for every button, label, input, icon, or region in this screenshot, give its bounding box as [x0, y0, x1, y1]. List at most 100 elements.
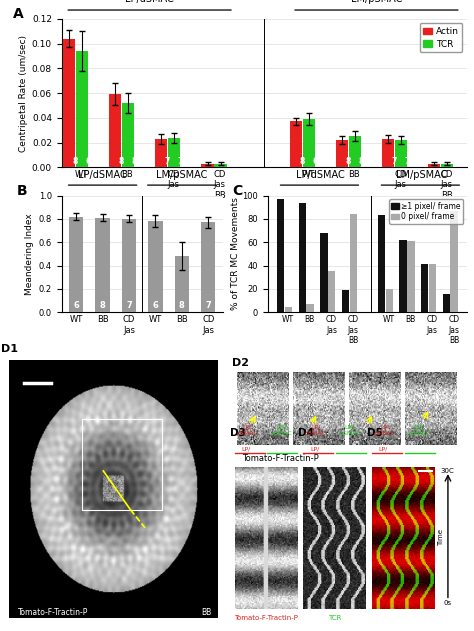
Text: 8: 8 — [346, 157, 351, 166]
Text: 60: 60 — [408, 440, 417, 447]
Text: 8: 8 — [179, 301, 185, 310]
Text: 7: 7 — [438, 157, 443, 166]
Text: 45: 45 — [352, 440, 361, 447]
Bar — [328, 271, 335, 312]
Text: LP/dSMAC: LP/dSMAC — [78, 170, 127, 180]
Y-axis label: Centripetal Rate (um/sec): Centripetal Rate (um/sec) — [18, 35, 27, 151]
Bar — [122, 219, 136, 312]
Y-axis label: Meandering Index: Meandering Index — [26, 213, 35, 295]
Bar — [429, 264, 436, 312]
Text: D1: D1 — [1, 345, 18, 355]
Text: D3: D3 — [229, 428, 246, 438]
Bar — [441, 163, 454, 167]
Text: LP/
dSMAC: LP/ dSMAC — [305, 425, 327, 435]
Bar — [385, 289, 393, 312]
Text: 8: 8 — [299, 157, 305, 166]
Bar — [277, 199, 284, 312]
Bar — [201, 163, 214, 167]
Text: LM/
pSMAC: LM/ pSMAC — [339, 425, 361, 435]
Bar — [82, 419, 162, 510]
Bar — [214, 163, 227, 167]
Bar — [290, 122, 302, 167]
Bar — [201, 223, 216, 312]
Text: 8: 8 — [100, 301, 106, 310]
Bar — [400, 240, 407, 312]
Legend: Actin, TCR: Actin, TCR — [419, 23, 462, 52]
Text: 7: 7 — [165, 157, 170, 166]
Text: Merged: Merged — [391, 615, 416, 621]
Text: LP/
dSMAC: LP/ dSMAC — [374, 425, 395, 435]
Bar — [407, 241, 415, 312]
Text: BB: BB — [201, 608, 212, 617]
Text: 7: 7 — [205, 301, 211, 310]
Legend: ≥1 pixel/ frame, 0 pixel/ frame: ≥1 pixel/ frame, 0 pixel/ frame — [389, 199, 463, 223]
Bar — [378, 215, 385, 312]
Text: A: A — [13, 7, 24, 21]
Bar — [109, 94, 121, 167]
Text: 7: 7 — [451, 157, 456, 166]
Text: 6: 6 — [85, 157, 91, 166]
Text: LM/
pSMAC: LM/ pSMAC — [408, 425, 430, 435]
Bar — [306, 304, 314, 312]
Bar — [349, 136, 361, 167]
Text: 30: 30 — [296, 440, 305, 447]
Bar — [450, 211, 458, 312]
Text: D5: D5 — [367, 428, 383, 438]
Text: LP/dSMAC: LP/dSMAC — [296, 170, 345, 180]
Text: 8: 8 — [358, 157, 364, 166]
Bar — [63, 38, 75, 167]
Text: 7: 7 — [392, 157, 397, 166]
Bar — [299, 203, 306, 312]
Text: 8: 8 — [73, 157, 78, 166]
Bar — [382, 139, 394, 167]
Bar — [148, 221, 163, 312]
Y-axis label: % of TCR MC Movements: % of TCR MC Movements — [230, 198, 239, 310]
Text: Tomato-F-Tractin-P: Tomato-F-Tractin-P — [234, 615, 298, 621]
Text: 7: 7 — [211, 157, 216, 166]
Bar — [428, 163, 440, 167]
Bar — [342, 290, 349, 312]
Bar — [395, 140, 407, 167]
Text: LP/dSMAC: LP/dSMAC — [125, 0, 174, 4]
Text: 30C: 30C — [440, 468, 454, 475]
Bar — [320, 233, 328, 312]
Text: LM/pSMAC: LM/pSMAC — [156, 170, 208, 180]
Text: LM/pSMAC: LM/pSMAC — [396, 170, 447, 180]
Bar — [302, 119, 315, 167]
Bar — [284, 307, 292, 312]
Bar — [76, 51, 88, 167]
Bar — [336, 140, 348, 167]
Bar — [95, 218, 110, 312]
Bar — [168, 138, 181, 167]
Text: 6: 6 — [73, 301, 79, 310]
Text: 8: 8 — [132, 157, 137, 166]
Text: 7: 7 — [178, 157, 183, 166]
Text: 0s: 0s — [443, 600, 451, 606]
Text: 6: 6 — [153, 301, 158, 310]
Text: LP/
dSMAC: LP/ dSMAC — [236, 425, 258, 435]
Text: 6: 6 — [312, 157, 318, 166]
Text: LP/: LP/ — [379, 446, 388, 451]
Text: 7: 7 — [224, 157, 229, 166]
Bar — [122, 103, 134, 167]
Bar — [174, 256, 189, 312]
Text: D2: D2 — [232, 358, 249, 369]
Text: LP/: LP/ — [241, 446, 251, 451]
Text: D4: D4 — [298, 428, 314, 438]
Text: B: B — [17, 184, 27, 198]
Text: LM/
pSMAC: LM/ pSMAC — [271, 425, 292, 435]
Bar — [350, 215, 357, 312]
Bar — [69, 216, 83, 312]
Text: 8: 8 — [118, 157, 124, 166]
Bar — [443, 293, 450, 312]
Bar — [155, 139, 167, 167]
Text: Tomato-F-Tractin-P: Tomato-F-Tractin-P — [242, 454, 319, 463]
Text: LP/: LP/ — [310, 446, 319, 451]
Text: 7: 7 — [405, 157, 410, 166]
Text: LM/pSMAC: LM/pSMAC — [351, 0, 402, 4]
Bar — [421, 264, 428, 312]
Text: Tomato-F-Tractin-P: Tomato-F-Tractin-P — [18, 608, 88, 617]
Text: TCR: TCR — [328, 615, 341, 621]
Text: 0s: 0s — [240, 440, 248, 447]
Text: 7: 7 — [126, 301, 132, 310]
